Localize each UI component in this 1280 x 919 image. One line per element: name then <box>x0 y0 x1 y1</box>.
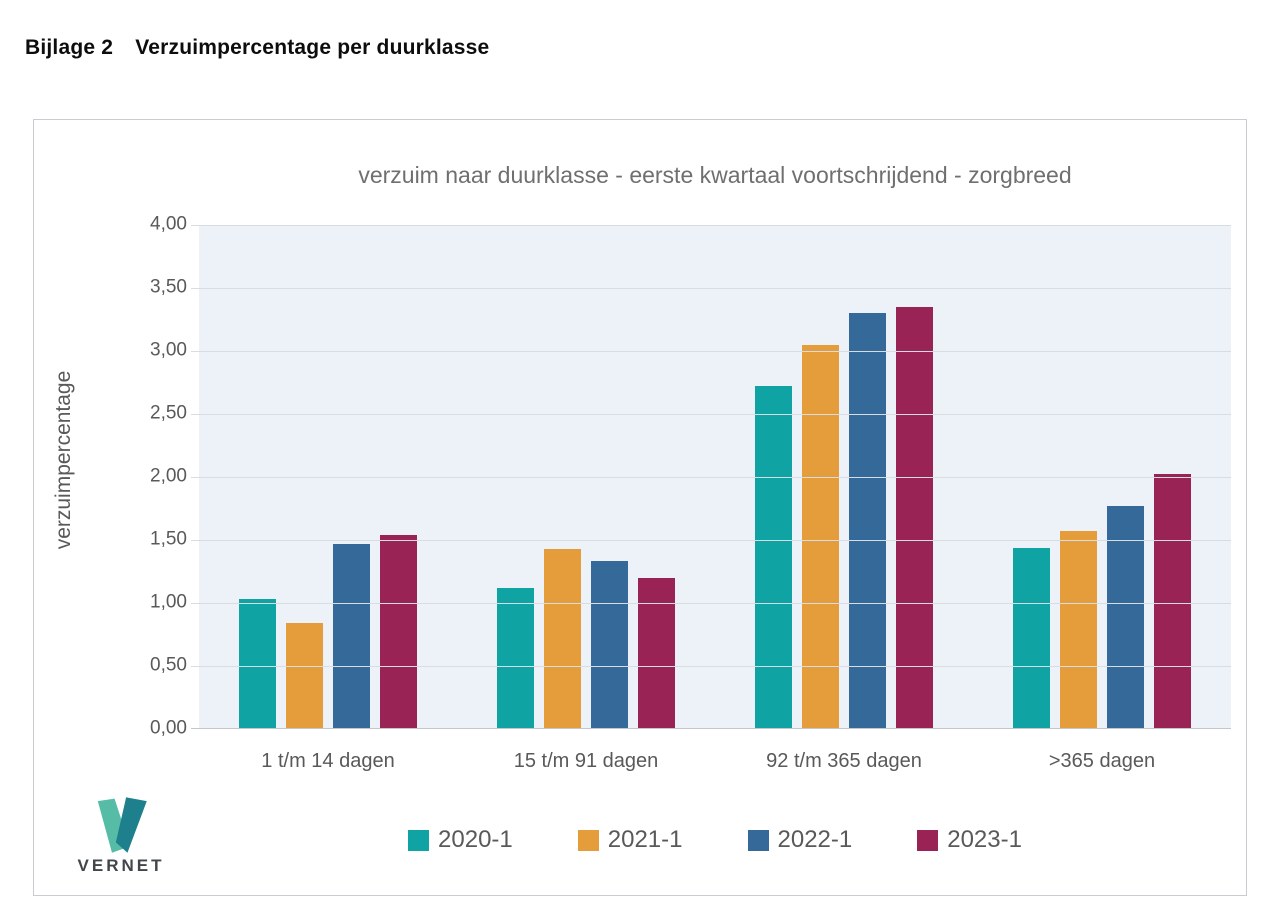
legend-swatch-icon <box>408 829 430 851</box>
bar-2023-1 <box>638 577 675 729</box>
gridline <box>191 540 1231 541</box>
bar-2021-1 <box>802 344 839 729</box>
bar-group <box>199 225 457 729</box>
y-axis-tick-label: 1,00 <box>150 591 187 613</box>
legend-swatch-icon <box>747 829 769 851</box>
gridline <box>191 603 1231 604</box>
y-axis-tick-label: 0,50 <box>150 654 187 676</box>
gridline <box>191 666 1231 667</box>
bar-2020-1 <box>497 587 534 729</box>
legend-label: 2022-1 <box>777 826 853 853</box>
page-title-label: Bijlage 2 <box>25 36 114 60</box>
y-axis-tick-label: 2,00 <box>150 465 187 487</box>
logo-v-right-stroke <box>115 797 147 853</box>
bar-2022-1 <box>1107 505 1144 729</box>
y-axis-tick-label: 2,50 <box>150 402 187 424</box>
vernet-logo-text: VERNET <box>77 856 165 875</box>
bar-groups <box>199 225 1231 729</box>
vernet-logo-icon <box>97 797 147 853</box>
page-title-text: Verzuimpercentage per duurklasse <box>135 36 490 60</box>
y-axis-tick-label: 0,00 <box>150 717 187 739</box>
chart-card: verzuim naar duurklasse - eerste kwartaa… <box>33 119 1247 896</box>
legend-item-2022-1: 2022-1 <box>747 826 853 854</box>
gridline <box>191 477 1231 478</box>
bar-2023-1 <box>1154 474 1191 729</box>
gridline <box>191 414 1231 415</box>
y-axis-tick-label: 3,00 <box>150 339 187 361</box>
y-axis-ticks: 4,00 3,50 3,00 2,50 2,00 1,50 1,00 0,50 0,00 <box>34 214 187 739</box>
bar-2021-1 <box>544 548 581 729</box>
bar-group <box>715 225 973 729</box>
x-axis-labels: 1 t/m 14 dagen 15 t/m 91 dagen 92 t/m 365 … <box>199 750 1231 773</box>
legend-item-2021-1: 2021-1 <box>577 826 683 854</box>
bar-2021-1 <box>286 623 323 729</box>
legend-item-2023-1: 2023-1 <box>917 826 1022 854</box>
bar-2023-1 <box>380 534 417 729</box>
chart-title: verzuim naar duurklasse - eerste kwartaa… <box>358 162 1072 188</box>
plot-area <box>191 225 1231 729</box>
x-axis-category-label: 1 t/m 14 dagen <box>261 750 395 772</box>
x-axis-category-label: >365 dagen <box>1048 750 1156 772</box>
x-axis-category-label: 92 t/m 365 dagen <box>766 750 922 772</box>
x-axis-category-label: 15 t/m 91 dagen <box>513 750 659 772</box>
legend-label: 2023-1 <box>947 826 1022 853</box>
bar-2021-1 <box>1060 531 1097 729</box>
legend-swatch-icon <box>577 829 599 851</box>
bar-2020-1 <box>755 386 792 729</box>
bar-2022-1 <box>849 313 886 729</box>
y-axis-tick-label: 1,50 <box>150 528 187 550</box>
bar-2023-1 <box>896 306 933 729</box>
x-axis-line <box>191 728 1231 729</box>
legend: 2020-1 2021-1 2022-1 2023-1 <box>199 826 1231 854</box>
y-axis-tick-label: 4,00 <box>150 213 187 235</box>
bar-2020-1 <box>1013 547 1050 729</box>
legend-label: 2021-1 <box>607 826 683 853</box>
legend-item-2020-1: 2020-1 <box>408 826 513 854</box>
legend-label: 2020-1 <box>438 826 513 853</box>
vernet-logo: VERNET <box>56 796 186 876</box>
page-title: Bijlage 2 Verzuimpercentage per duurklas… <box>25 36 489 60</box>
bar-2022-1 <box>591 561 628 729</box>
gridline <box>191 351 1231 352</box>
bar-2022-1 <box>333 543 370 729</box>
gridline <box>191 288 1231 289</box>
bar-group <box>973 225 1231 729</box>
bar-2020-1 <box>239 599 276 729</box>
gridline <box>191 225 1231 226</box>
y-axis-tick-label: 3,50 <box>150 276 187 298</box>
legend-swatch-icon <box>917 829 939 851</box>
bar-group <box>457 225 715 729</box>
